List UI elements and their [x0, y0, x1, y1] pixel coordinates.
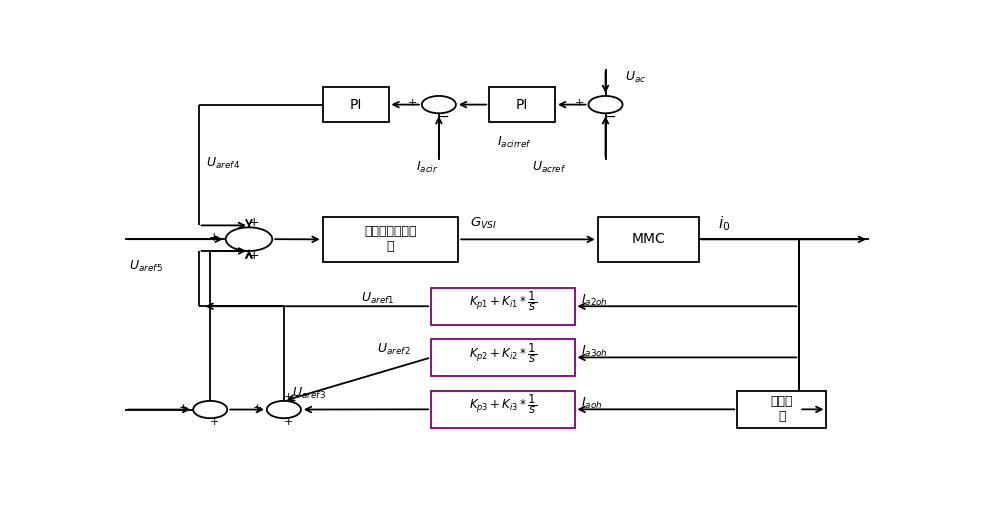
Text: +: + [209, 230, 219, 244]
Bar [431, 288, 574, 325]
Circle shape [588, 96, 623, 113]
Circle shape [226, 227, 272, 251]
Bar [431, 390, 574, 428]
Text: −: − [438, 110, 449, 124]
Text: +: + [284, 417, 293, 427]
Bar [323, 87, 388, 122]
Text: −: − [604, 110, 616, 124]
Text: $I_{acirref}$: $I_{acirref}$ [497, 134, 532, 150]
Bar [323, 217, 458, 262]
Text: $i_0$: $i_0$ [718, 214, 730, 233]
Text: $K_{p1}+K_{i1}*\dfrac{1}{s}$: $K_{p1}+K_{i1}*\dfrac{1}{s}$ [469, 290, 537, 313]
Text: MMC: MMC [631, 233, 665, 246]
Text: PI: PI [516, 98, 528, 111]
Text: $I_{a3oh}$: $I_{a3oh}$ [581, 344, 608, 359]
Text: +: + [179, 403, 189, 412]
Text: $U_{aref\,2}$: $U_{aref\,2}$ [377, 342, 411, 357]
Text: $I_{acir}$: $I_{acir}$ [416, 160, 438, 175]
Text: $U_{ac}$: $U_{ac}$ [625, 69, 646, 85]
Text: +: + [210, 417, 220, 427]
Text: $U_{acref}$: $U_{acref}$ [532, 160, 566, 175]
Circle shape [193, 401, 227, 418]
Text: $U_{aref1}$: $U_{aref1}$ [361, 291, 395, 306]
Text: +: + [253, 403, 262, 412]
Circle shape [422, 96, 456, 113]
Text: $K_{p2}+K_{i2}*\dfrac{1}{s}$: $K_{p2}+K_{i2}*\dfrac{1}{s}$ [469, 341, 537, 364]
Text: +: + [574, 98, 584, 108]
Text: $U_{aref\,5}$: $U_{aref\,5}$ [129, 259, 164, 274]
Bar [431, 339, 574, 376]
Circle shape [267, 401, 301, 418]
Text: $U_{aref\,3}$: $U_{aref\,3}$ [292, 386, 326, 401]
Text: $U_{aref\,4}$: $U_{aref\,4}$ [206, 156, 241, 171]
Text: $I_{aoh}$: $I_{aoh}$ [581, 396, 602, 411]
Text: +: + [408, 98, 417, 108]
Bar [737, 390, 826, 428]
Text: 最近电平逼近调
制: 最近电平逼近调 制 [364, 225, 417, 253]
Text: $G_{VSI}$: $G_{VSI}$ [470, 216, 497, 231]
Bar [489, 87, 555, 122]
Text: +: + [248, 249, 259, 262]
Text: +: + [248, 216, 259, 229]
Text: +: + [284, 392, 293, 402]
Text: $I_{a2oh}$: $I_{a2oh}$ [581, 293, 608, 308]
Text: $K_{p3}+K_{i3}*\dfrac{1}{s}$: $K_{p3}+K_{i3}*\dfrac{1}{s}$ [469, 393, 537, 416]
Text: PI: PI [349, 98, 362, 111]
Bar [598, 217, 698, 262]
Text: 谐波提
取: 谐波提 取 [771, 396, 793, 423]
